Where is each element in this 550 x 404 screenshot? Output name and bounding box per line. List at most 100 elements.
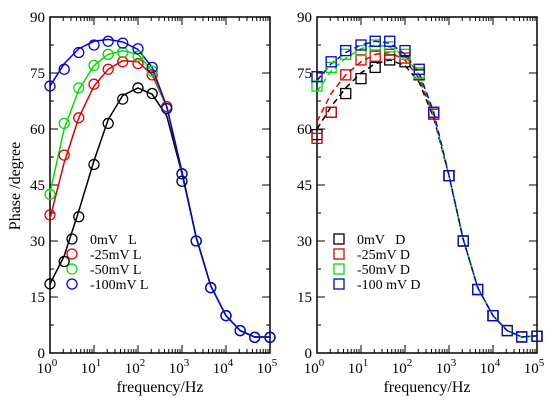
legend-marker [333, 248, 345, 260]
data-point-series-4 [249, 331, 261, 343]
data-point-series-4 [428, 106, 440, 118]
data-point-series-1 [88, 158, 100, 171]
data-point-series-1 [355, 72, 367, 85]
data-point-series-4 [176, 168, 188, 180]
data-point-series-2 [340, 69, 352, 81]
x-tick-base: 10 [304, 361, 319, 377]
x-tick-base: 10 [348, 361, 363, 377]
data-point-series-4 [355, 39, 367, 51]
data-point-series-2 [58, 149, 70, 161]
data-point-series-4 [384, 35, 396, 47]
y-tick-label: 0 [305, 346, 313, 362]
legend-marker [333, 263, 345, 275]
legend-entry: 0mV L [90, 233, 137, 248]
data-point-series-3 [58, 117, 70, 130]
data-point-series-3 [73, 82, 85, 94]
legend-entry: -25mV L [90, 248, 141, 263]
data-point-series-3 [88, 59, 100, 72]
data-point-series-4 [531, 330, 543, 342]
data-point-series-2 [355, 54, 367, 66]
data-point-series-3 [44, 188, 56, 200]
x-tick-label: 103 [169, 357, 190, 377]
y-tick-label: 60 [30, 122, 45, 138]
data-point-series-4 [516, 331, 528, 343]
data-point-series-2 [311, 132, 323, 144]
x-tick-label: 104 [213, 357, 234, 377]
data-point-series-1 [146, 87, 158, 100]
data-point-series-4 [146, 61, 158, 74]
x-tick-base: 10 [169, 361, 184, 377]
data-point-series-1 [443, 170, 455, 182]
data-point-series-4 [264, 331, 276, 343]
data-point-series-4 [161, 102, 173, 115]
x-tick-exponent: 4 [495, 357, 501, 369]
y-tick-label: 60 [297, 122, 312, 138]
data-point-series-4 [44, 80, 56, 92]
x-tick-exponent: 2 [140, 357, 146, 369]
plot-frame [316, 16, 538, 354]
x-tick-label: 100 [37, 357, 58, 377]
x-axis-label: frequency/Hz [383, 379, 470, 396]
x-tick-exponent: 0 [319, 357, 325, 369]
x-tick-exponent: 0 [52, 357, 58, 369]
fit-curve-4 [316, 40, 538, 338]
legend-entry: -25mV D [357, 248, 410, 263]
data-point-series-1 [44, 278, 56, 290]
data-point-series-1 [132, 82, 144, 94]
data-point-series-2 [325, 106, 337, 118]
data-point-series-3 [311, 80, 323, 92]
x-tick-exponent: 3 [451, 357, 457, 369]
data-point-series-1 [176, 175, 188, 187]
x-tick-label: 102 [392, 357, 413, 377]
data-point-series-2 [44, 209, 56, 221]
data-point-series-2 [117, 56, 129, 68]
y-tick-label: 90 [30, 10, 45, 26]
y-tick-label: 45 [30, 178, 45, 194]
x-tick-base: 10 [392, 361, 407, 377]
legend-marker [66, 278, 78, 290]
legend-marker [66, 233, 78, 245]
data-point-series-2 [132, 58, 144, 70]
y-tick-label: 30 [30, 234, 45, 250]
data-point-series-1 [58, 255, 70, 268]
data-point-series-2 [443, 170, 455, 182]
legend-marker [333, 278, 345, 290]
y-tick-label: 30 [297, 234, 312, 250]
data-point-series-1 [369, 61, 381, 74]
x-tick-label: 103 [436, 357, 457, 377]
data-point-series-2 [369, 50, 381, 62]
data-point-series-2 [146, 69, 158, 81]
legend-entry: 0mV D [357, 233, 405, 248]
x-tick-label: 104 [480, 357, 501, 377]
x-tick-exponent: 2 [407, 357, 413, 369]
data-point-series-4 [190, 235, 202, 247]
data-point-series-1 [340, 87, 352, 100]
data-point-series-4 [399, 44, 411, 57]
x-tick-exponent: 5 [272, 357, 278, 369]
y-tick-label: 75 [297, 66, 312, 82]
fit-curve-4 [49, 38, 270, 338]
data-point-series-1 [325, 106, 337, 118]
y-tick-label: 45 [297, 178, 312, 194]
x-tick-base: 10 [213, 361, 228, 377]
x-tick-base: 10 [524, 361, 539, 377]
data-point-series-4 [205, 282, 217, 294]
legend-entry: -100mV L [90, 278, 148, 293]
y-tick-label: 0 [38, 346, 46, 362]
x-tick-base: 10 [37, 361, 52, 377]
x-tick-label: 102 [125, 357, 146, 377]
data-point-series-3 [132, 50, 144, 62]
x-tick-exponent: 1 [96, 357, 102, 369]
y-tick-label: 75 [30, 66, 45, 82]
data-point-series-4 [117, 37, 129, 49]
data-point-series-4 [457, 235, 469, 247]
data-point-series-4 [234, 324, 246, 337]
x-tick-label: 101 [348, 357, 369, 377]
x-tick-base: 10 [436, 361, 451, 377]
legend-marker [66, 263, 78, 275]
data-point-series-1 [117, 93, 129, 105]
fit-curve-1 [316, 59, 538, 338]
legend-marker [66, 248, 78, 260]
data-point-series-4 [102, 35, 114, 47]
y-tick-label: 90 [297, 10, 312, 26]
